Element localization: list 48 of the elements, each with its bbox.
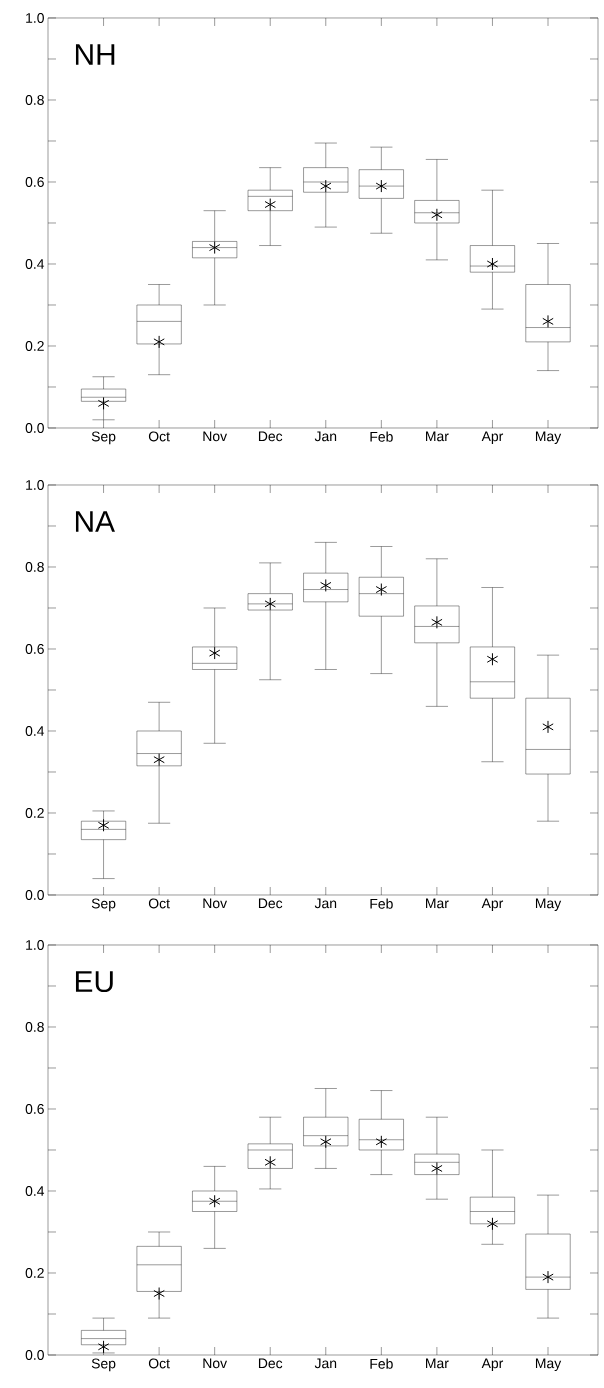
x-tick-label: Jan <box>314 1358 337 1369</box>
y-tick-label: 0.6 <box>25 644 44 654</box>
x-tick-label: Jan <box>314 898 337 909</box>
y-tick-label: 0.6 <box>25 1104 44 1114</box>
x-tick-label: May <box>535 431 562 444</box>
x-tick-label: Nov <box>203 431 228 442</box>
x-tick-label: Oct <box>148 1358 170 1369</box>
x-tick-label: Sep <box>91 431 116 445</box>
x-tick-label: Dec <box>258 1358 283 1369</box>
x-tick-label: Feb <box>370 898 393 909</box>
x-tick-label: Jan <box>314 431 337 442</box>
x-tick-label: Nov <box>203 898 228 909</box>
y-tick-label: 0.2 <box>25 341 44 351</box>
y-tick-label: 0.6 <box>25 177 44 187</box>
x-tick-label: Dec <box>258 898 283 909</box>
y-tick-label: 0.0 <box>25 1350 44 1360</box>
y-tick-label: 0.4 <box>25 726 45 736</box>
y-tick-label: 0.2 <box>25 808 44 818</box>
text: NH <box>75 44 115 65</box>
text: NA <box>75 511 115 532</box>
y-tick-label: 0.2 <box>25 1268 44 1278</box>
y-tick-label: 0.4 <box>25 259 45 269</box>
x-tick-label: Mar <box>426 431 449 442</box>
y-tick-label: 0.8 <box>25 1022 44 1032</box>
x-tick-label: Oct <box>148 898 170 909</box>
y-tick-label: 0.4 <box>25 1186 45 1196</box>
x-tick-label: Nov <box>203 1358 228 1369</box>
text: EU <box>75 971 113 993</box>
x-tick-label: Mar <box>426 898 449 909</box>
x-tick-label: Feb <box>370 1358 393 1369</box>
x-tick-label: Apr <box>481 431 504 444</box>
x-tick-label: Apr <box>481 898 504 911</box>
x-tick-label: May <box>535 898 562 911</box>
x-tick-label: Sep <box>91 898 116 912</box>
y-tick-label: 0.8 <box>25 562 44 572</box>
y-tick-label: 1.0 <box>26 13 44 23</box>
y-tick-label: 0.0 <box>25 890 44 900</box>
x-tick-label: May <box>535 1358 562 1372</box>
x-tick-label: Mar <box>426 1358 449 1369</box>
y-tick-label: 0.0 <box>25 423 44 433</box>
x-tick-label: Apr <box>481 1358 504 1372</box>
x-tick-label: Feb <box>370 431 393 442</box>
x-tick-label: Dec <box>258 431 283 442</box>
y-tick-label: 0.8 <box>25 95 44 105</box>
x-tick-label: Sep <box>91 1358 116 1372</box>
y-tick-label: 1.0 <box>26 480 44 490</box>
y-tick-label: 1.0 <box>26 940 44 950</box>
x-tick-label: Oct <box>148 431 170 442</box>
